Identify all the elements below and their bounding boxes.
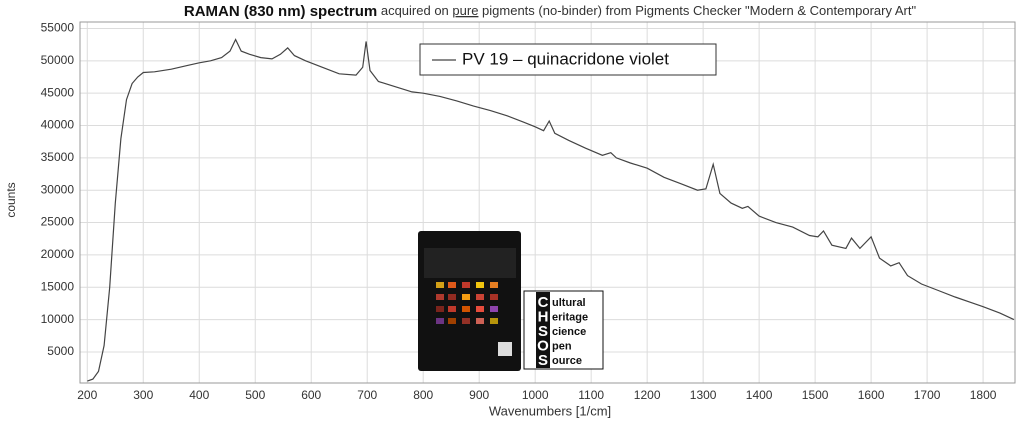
logo-letter: H [538, 308, 549, 325]
y-tick-label: 55000 [41, 21, 75, 35]
x-tick-label: 600 [301, 388, 321, 402]
x-tick-label: 1300 [690, 388, 717, 402]
logo-letter: S [538, 323, 548, 340]
x-tick-label: 1100 [578, 388, 604, 402]
title-post: pigments (no-binder) from Pigments Check… [478, 3, 916, 18]
y-tick-label: 50000 [41, 53, 75, 67]
chart-title: RAMAN (830 nm) spectrum acquired on pure… [184, 3, 917, 20]
x-tick-label: 1700 [914, 388, 941, 402]
logo-letter: O [537, 337, 549, 354]
logo-word: ource [552, 355, 582, 367]
logo-letter: S [538, 352, 548, 369]
x-tick-label: 300 [133, 388, 153, 402]
logo-word: pen [552, 340, 572, 352]
x-tick-label: 500 [245, 388, 265, 402]
x-tick-label: 1400 [746, 388, 773, 402]
x-tick-label: 900 [469, 388, 489, 402]
y-tick-label: 35000 [41, 150, 75, 164]
y-tick-label: 10000 [41, 312, 75, 326]
y-tick-label: 25000 [41, 215, 75, 229]
x-tick-label: 1000 [522, 388, 549, 402]
x-tick-label: 700 [357, 388, 377, 402]
pigment-card [418, 231, 521, 371]
x-tick-label: 1600 [858, 388, 885, 402]
y-tick-label: 5000 [47, 344, 74, 358]
legend-label: PV 19 – quinacridone violet [462, 49, 669, 68]
grid [80, 22, 1015, 383]
x-tick-label: 800 [413, 388, 433, 402]
legend [419, 43, 717, 76]
title-underlined: pure [452, 3, 478, 18]
y-tick-label: 30000 [41, 182, 75, 196]
y-tick-label: 40000 [41, 118, 75, 132]
title-bold: RAMAN (830 nm) spectrum [184, 3, 377, 20]
x-tick-label: 1200 [634, 388, 661, 402]
y-axis-label: counts [4, 182, 18, 217]
x-axis-label: Wavenumbers [1/cm] [489, 403, 611, 418]
logo-word: eritage [552, 311, 588, 323]
logo-word: cience [552, 326, 586, 338]
plot-frame [79, 21, 1016, 384]
y-tick-label: 45000 [41, 85, 75, 99]
y-tick-label: 15000 [41, 279, 75, 293]
x-tick-label: 1800 [970, 388, 997, 402]
logo-letter: C [538, 294, 549, 311]
marks [87, 38, 1015, 382]
logo-word: ultural [552, 297, 586, 309]
x-tick-label: 200 [77, 388, 97, 402]
y-tick-label: 20000 [41, 247, 75, 261]
x-tick-label: 1500 [802, 388, 829, 402]
title-pre: acquired on [377, 3, 452, 18]
spectrum-line [87, 38, 1015, 382]
x-tick-label: 400 [189, 388, 209, 402]
